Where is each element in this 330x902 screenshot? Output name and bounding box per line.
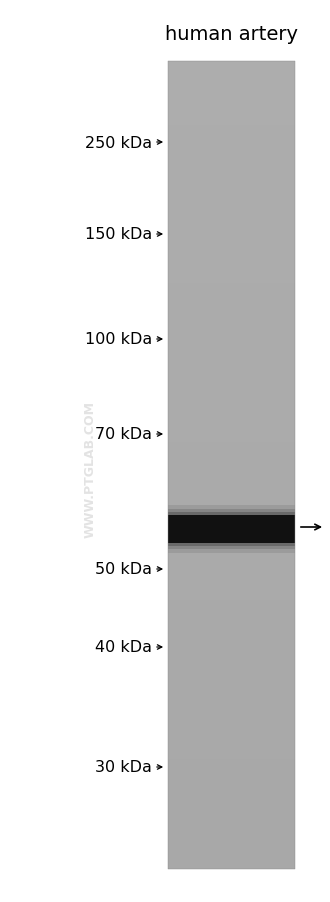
Bar	[168, 62, 295, 869]
Bar	[168, 515, 295, 543]
Text: 30 kDa: 30 kDa	[95, 759, 152, 775]
Text: 70 kDa: 70 kDa	[95, 427, 152, 442]
Text: 50 kDa: 50 kDa	[95, 562, 152, 577]
Text: human artery: human artery	[165, 25, 298, 44]
Bar	[168, 505, 295, 554]
Text: 150 kDa: 150 kDa	[85, 227, 152, 243]
Text: 100 kDa: 100 kDa	[85, 332, 152, 347]
Bar	[168, 512, 295, 547]
Text: 250 kDa: 250 kDa	[85, 135, 152, 151]
Text: 40 kDa: 40 kDa	[95, 640, 152, 655]
Text: WWW.PTGLAB.COM: WWW.PTGLAB.COM	[83, 401, 96, 538]
Bar	[168, 510, 295, 549]
